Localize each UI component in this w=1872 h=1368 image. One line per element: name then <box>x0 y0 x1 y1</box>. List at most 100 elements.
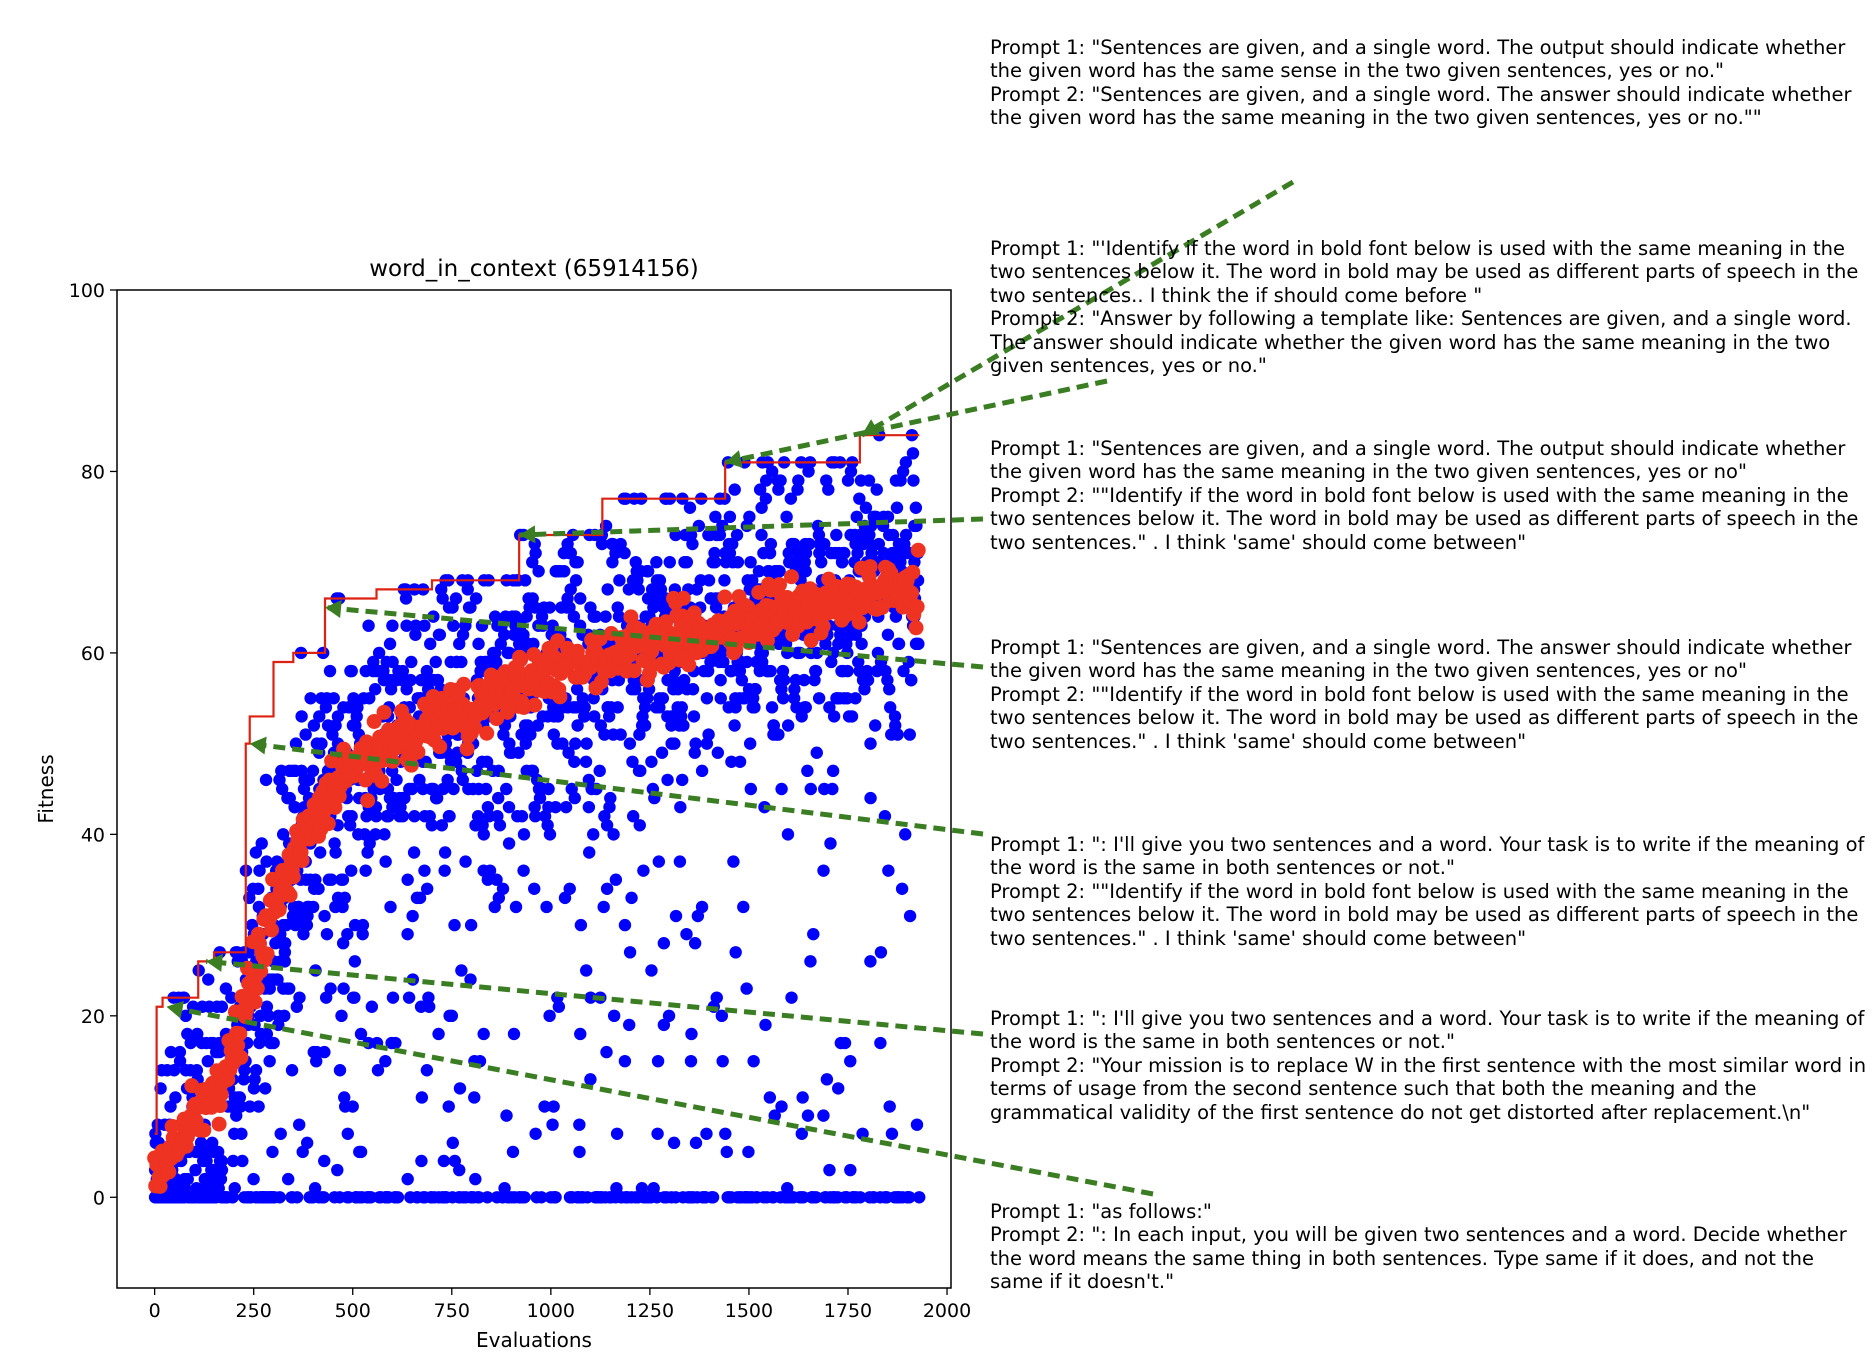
scatter-point <box>784 492 798 505</box>
scatter-point <box>568 755 581 768</box>
scatter-point <box>442 1100 455 1113</box>
y-tick-label: 100 <box>69 280 105 302</box>
scatter-point <box>580 737 593 750</box>
scatter-point <box>384 900 397 914</box>
scatter-point <box>845 710 859 723</box>
scatter-point <box>676 773 689 787</box>
scatter-point <box>759 1018 772 1032</box>
scatter-point <box>329 846 342 859</box>
scatter-point <box>662 1009 676 1023</box>
annotation-arrow <box>205 958 984 1037</box>
scatter-point <box>173 1054 187 1068</box>
scatter-point <box>826 782 839 796</box>
scatter-point <box>292 1118 306 1131</box>
scatter-point <box>584 991 597 1004</box>
scatter-point <box>405 655 418 669</box>
scatter-point <box>391 1191 405 1204</box>
scatter-point <box>477 1027 490 1041</box>
scatter-point <box>445 1009 459 1023</box>
scatter-point <box>415 1154 428 1168</box>
scatter-point <box>299 728 312 741</box>
scatter-point <box>249 1064 263 1077</box>
scatter-point <box>777 673 791 687</box>
scatter-point <box>524 728 537 741</box>
scatter-point <box>315 737 328 750</box>
scatter-point <box>651 1127 664 1140</box>
scatter-point <box>318 1154 331 1168</box>
scatter-point <box>509 900 523 914</box>
scatter-point <box>236 1154 249 1168</box>
scatter-point <box>714 692 727 705</box>
scatter-point <box>755 528 768 542</box>
annotation-prompt-2: Prompt 2: ""Identify if the word in bold… <box>990 682 1865 753</box>
annotation-prompt-1: Prompt 1: "Sentences are given, and a si… <box>990 636 1858 683</box>
scatter-point <box>684 1054 698 1068</box>
scatter-point <box>653 574 667 587</box>
scatter-point <box>354 1027 368 1041</box>
scatter-point <box>310 1054 323 1068</box>
scatter-point <box>292 900 305 914</box>
scatter-point <box>369 828 382 841</box>
scatter-point <box>370 810 383 823</box>
scatter-point <box>215 1163 229 1177</box>
annotation-prompt-1: Prompt 1: "Sentences are given, and a si… <box>990 36 1852 83</box>
scatter-point <box>728 719 741 732</box>
scatter-point <box>164 1045 178 1059</box>
plot-area <box>147 428 926 1204</box>
y-tick-label: 60 <box>81 643 105 665</box>
scatter-point <box>215 1000 229 1013</box>
scatter-point <box>266 1145 279 1159</box>
scatter-point <box>368 683 382 696</box>
scatter-point <box>593 764 606 778</box>
mean-point <box>366 713 382 729</box>
scatter-point <box>359 864 372 877</box>
scatter-point <box>459 855 472 868</box>
scatter-point <box>383 637 397 651</box>
scatter-point <box>807 927 820 941</box>
x-axis-label: Evaluations <box>476 1328 592 1352</box>
scatter-point <box>318 909 331 923</box>
scatter-point <box>540 900 553 914</box>
scatter-point <box>891 728 904 741</box>
scatter-point <box>219 982 233 995</box>
scatter-point <box>708 555 722 569</box>
scatter-point <box>402 991 416 1004</box>
scatter-point <box>323 664 337 678</box>
scatter-point <box>423 1000 436 1013</box>
scatter-point <box>278 1009 291 1023</box>
scatter-point <box>743 510 756 524</box>
scatter-point <box>509 610 522 623</box>
scatter-point <box>234 1100 247 1113</box>
arrow-head <box>325 600 342 618</box>
scatter-point <box>881 628 895 641</box>
scatter-point <box>618 1054 632 1068</box>
scatter-point <box>564 583 577 596</box>
scatter-point <box>785 991 798 1004</box>
scatter-point <box>558 565 571 578</box>
scatter-point <box>338 891 352 905</box>
scatter-point <box>870 483 883 496</box>
scatter-point <box>748 701 761 714</box>
arrow-head <box>519 525 536 544</box>
scatter-point <box>169 1091 182 1104</box>
scatter-point <box>912 637 925 651</box>
annotation-arrow <box>324 605 984 670</box>
scatter-point <box>715 1009 729 1023</box>
scatter-point <box>735 673 749 687</box>
scatter-point <box>435 819 449 832</box>
scatter-point <box>237 1073 250 1086</box>
scatter-point <box>351 701 364 714</box>
scatter-point <box>838 546 851 560</box>
scatter-point <box>496 882 510 895</box>
scatter-point <box>306 900 320 914</box>
mean-point <box>432 739 448 755</box>
scatter-point <box>201 1054 215 1068</box>
x-tick-label: 0 <box>149 1300 161 1322</box>
scatter-point <box>570 683 584 696</box>
scatter-point <box>763 1091 777 1104</box>
x-tick-label: 1000 <box>527 1300 575 1322</box>
scatter-point <box>409 619 422 632</box>
scatter-point <box>260 855 273 868</box>
mean-point <box>374 773 390 789</box>
scatter-point <box>657 937 671 950</box>
